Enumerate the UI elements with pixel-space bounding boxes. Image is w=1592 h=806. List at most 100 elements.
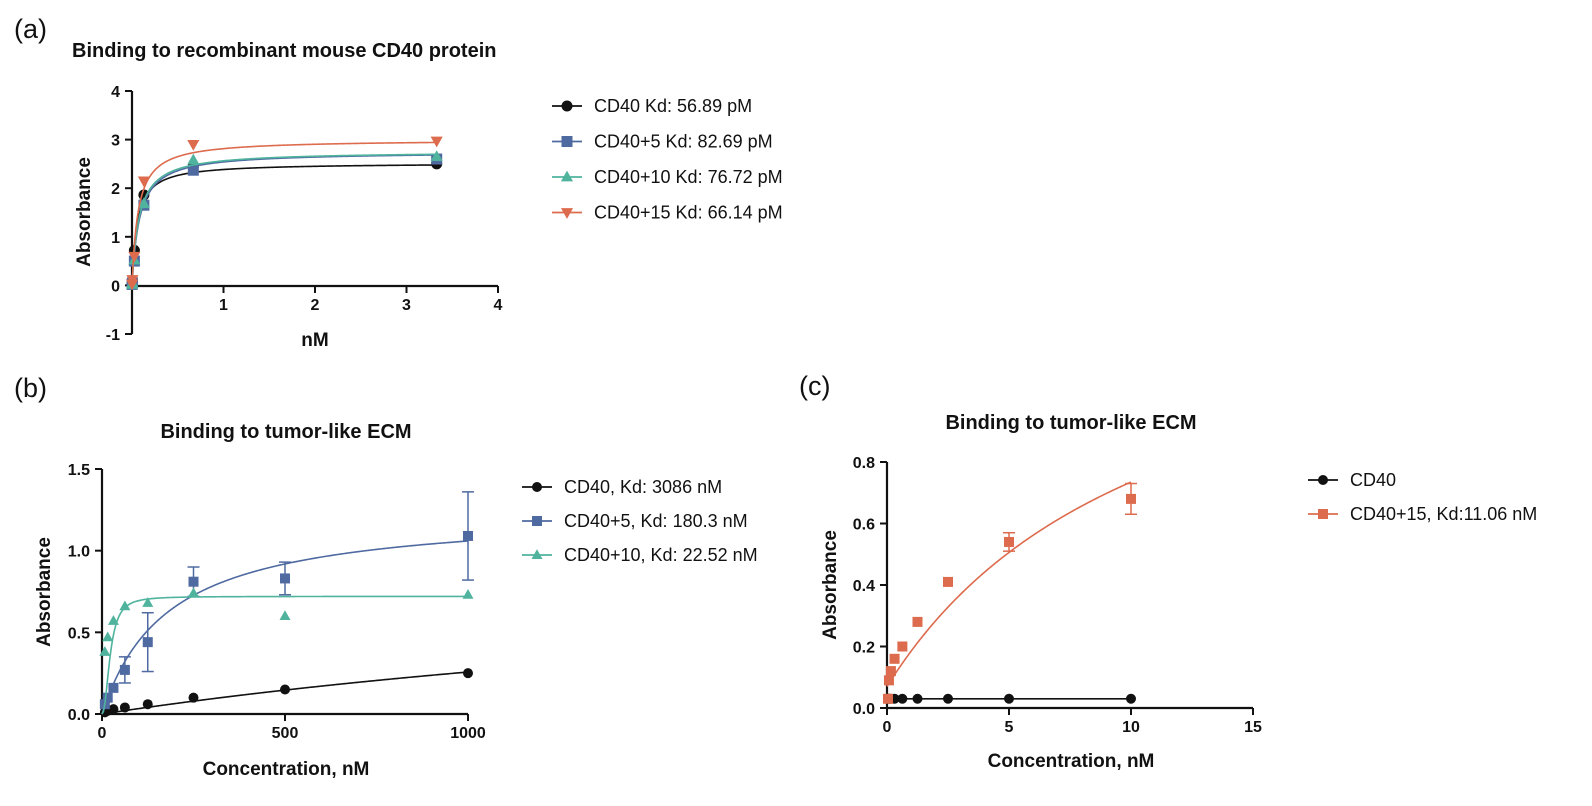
series-1 — [99, 668, 473, 718]
data-point — [885, 666, 896, 677]
x-tick-label: 1000 — [450, 725, 486, 742]
legend-entry-2: CD40+15, Kd:11.06 nM — [1308, 504, 1537, 524]
panel-label: (c) — [799, 371, 830, 401]
data-point — [188, 576, 199, 587]
y-tick-label: 0.0 — [853, 701, 875, 718]
data-point — [142, 699, 153, 710]
data-point — [280, 573, 290, 584]
data-point — [912, 616, 923, 627]
legend-label: CD40+15, Kd:11.06 nM — [1350, 504, 1537, 524]
y-tick-label: 0 — [111, 278, 120, 295]
legend-label: CD40+10, Kd: 22.52 nM — [564, 545, 758, 565]
y-tick-label: 0.4 — [853, 578, 875, 595]
legend-marker — [560, 170, 574, 182]
panel-label: (b) — [14, 373, 47, 403]
x-axis-label: Concentration, nM — [988, 751, 1155, 772]
legend-marker — [532, 516, 542, 526]
x-tick-label: 15 — [1244, 719, 1262, 736]
series-4 — [126, 136, 443, 291]
series-2 — [882, 481, 1137, 704]
x-tick-label: 3 — [402, 297, 411, 314]
chart-title: Binding to tumor-like ECM — [160, 421, 411, 443]
x-tick-label: 0 — [883, 719, 892, 736]
data-point — [102, 631, 114, 642]
series-2 — [126, 153, 443, 290]
data-point — [883, 675, 894, 686]
legend-label: CD40, Kd: 3086 nM — [564, 477, 722, 497]
chart-panel-2: (b) Binding to tumor-like ECM 0.0 0.5 1.0 1.5… — [14, 373, 758, 780]
legend-label: CD40 — [1350, 470, 1396, 490]
series-3 — [126, 150, 443, 289]
x-axis-label: Concentration, nM — [203, 759, 370, 780]
legend-entry-3: CD40+10 Kd: 76.72 pM — [552, 167, 783, 187]
legend-label: CD40+10 Kd: 76.72 pM — [594, 167, 783, 187]
data-point — [137, 176, 150, 188]
data-point — [119, 702, 130, 713]
data-point — [430, 150, 443, 162]
legend-entry-1: CD40 — [1308, 470, 1396, 490]
fit-curve — [101, 595, 468, 715]
data-point — [188, 692, 199, 703]
fit-curve — [131, 153, 437, 286]
data-point — [108, 682, 119, 693]
data-point — [463, 530, 473, 541]
legend-marker — [532, 482, 542, 492]
y-tick-label: 0.5 — [68, 625, 90, 642]
data-point — [126, 275, 139, 286]
series-1 — [882, 693, 1136, 704]
data-point — [108, 704, 119, 715]
data-point — [102, 692, 113, 703]
data-point — [943, 693, 953, 704]
fit-curve — [131, 164, 437, 286]
legend-marker — [561, 136, 573, 147]
data-point — [912, 693, 923, 704]
data-point — [128, 251, 141, 263]
data-point — [1004, 536, 1014, 547]
y-tick-label: 0.6 — [853, 517, 875, 534]
data-point — [897, 641, 908, 652]
legend-entry-2: CD40+5, Kd: 180.3 nM — [522, 511, 748, 531]
x-tick-label: 500 — [272, 725, 299, 742]
legend-entry-1: CD40, Kd: 3086 nM — [522, 477, 722, 497]
data-point — [882, 693, 893, 704]
x-tick-label: 2 — [311, 297, 320, 314]
y-tick-label: 1 — [111, 230, 120, 247]
series-1 — [126, 158, 443, 290]
data-point — [119, 600, 131, 611]
data-point — [142, 597, 154, 607]
legend-entry-2: CD40+5 Kd: 82.69 pM — [552, 132, 773, 152]
data-point — [889, 653, 900, 664]
legend-entry-4: CD40+15 Kd: 66.14 pM — [552, 203, 783, 223]
data-point — [462, 589, 474, 599]
x-tick-label: 0 — [98, 725, 107, 742]
data-point — [187, 140, 200, 151]
data-point — [1126, 493, 1136, 504]
y-tick-label: 3 — [111, 133, 120, 150]
y-tick-label: 1.5 — [68, 462, 90, 479]
panel-label: (a) — [14, 14, 47, 44]
fit-curve — [131, 141, 437, 286]
data-point — [107, 615, 119, 625]
legend-label: CD40 Kd: 56.89 pM — [594, 96, 752, 116]
legend-marker — [561, 100, 573, 112]
legend-marker — [1318, 475, 1328, 485]
chart-title: Binding to recombinant mouse CD40 protei… — [72, 40, 496, 62]
legend-marker — [1318, 509, 1328, 519]
y-axis-label: Absorbance — [34, 537, 55, 647]
chart-panel-1: (a) Binding to recombinant mouse CD40 pro… — [14, 14, 783, 351]
x-tick-label: 1 — [219, 297, 228, 314]
legend-label: CD40+5 Kd: 82.69 pM — [594, 132, 773, 152]
fit-curve — [131, 154, 437, 286]
data-point — [463, 668, 473, 679]
x-tick-label: 10 — [1122, 719, 1140, 736]
y-tick-label: 0.2 — [853, 640, 875, 657]
data-point — [142, 637, 153, 648]
data-point — [187, 164, 199, 176]
series-3 — [99, 587, 474, 715]
data-point — [99, 646, 111, 656]
legend-entry-1: CD40 Kd: 56.89 pM — [552, 96, 752, 116]
x-tick-label: 4 — [494, 297, 503, 314]
y-tick-label: 0.8 — [853, 455, 875, 472]
data-point — [279, 610, 291, 620]
